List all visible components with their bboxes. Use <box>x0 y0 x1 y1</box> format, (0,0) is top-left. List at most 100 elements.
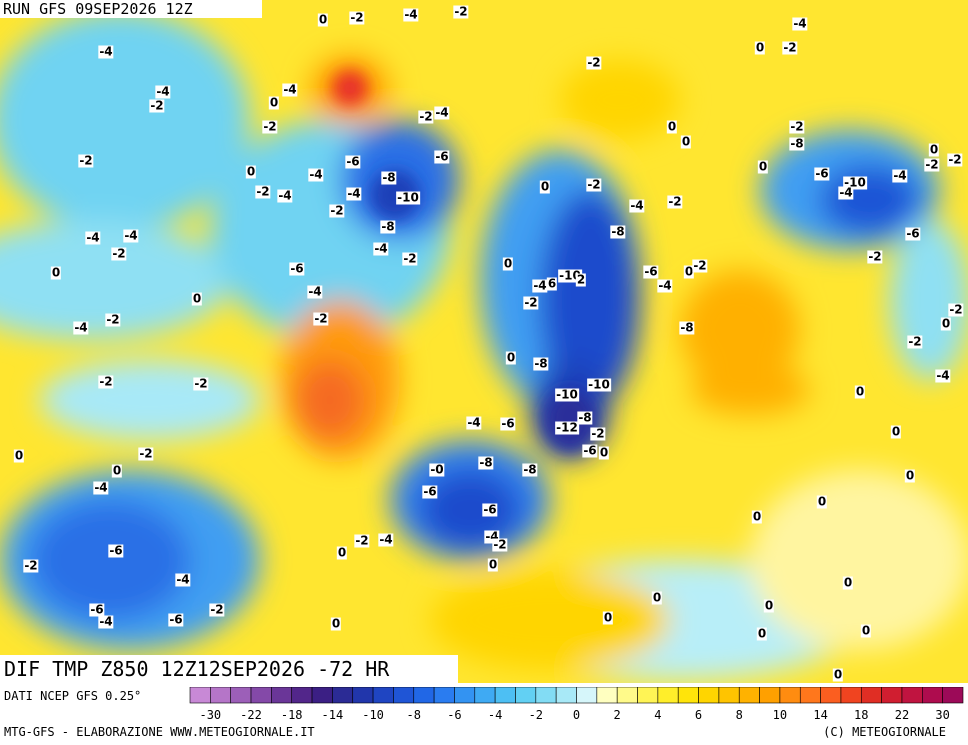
colorbar-boxes <box>189 687 964 704</box>
contour-label: -10 <box>587 377 611 392</box>
colorbar: DATI NCEP GFS 0.25° MTG-GFS - ELABORAZIO… <box>0 683 968 745</box>
colorbar-swatch <box>616 687 638 704</box>
contour-label: 0 <box>763 598 775 613</box>
colorbar-tick-label: 30 <box>935 708 950 722</box>
colorbar-swatch <box>759 687 781 704</box>
run-label: RUN GFS 09SEP2026 12Z <box>0 0 262 18</box>
contour-label: -4 <box>378 532 394 547</box>
contour-label: -2 <box>418 109 434 124</box>
colorbar-swatch <box>494 687 516 704</box>
colorbar-swatch <box>657 687 679 704</box>
contour-label: -6 <box>582 443 598 458</box>
contour-label: -10 <box>555 387 579 402</box>
contour-label: -2 <box>98 374 114 389</box>
colorbar-tick-label: -4 <box>487 708 503 722</box>
colorbar-swatch <box>474 687 496 704</box>
contour-label: -4 <box>175 572 191 587</box>
colorbar-swatch <box>596 687 618 704</box>
contour-label: -2 <box>523 295 539 310</box>
colorbar-tick-label: -6 <box>447 708 462 722</box>
contour-label: -8 <box>478 455 494 470</box>
colorbar-swatch <box>454 687 476 704</box>
colorbar-swatch <box>922 687 943 704</box>
colorbar-swatch <box>779 687 801 704</box>
contour-label: 0 <box>111 463 123 478</box>
contour-label: -4 <box>403 7 419 22</box>
contour-label: 0 <box>317 12 329 27</box>
contour-label: -2 <box>948 302 964 317</box>
contour-label: -2 <box>586 55 602 70</box>
colorbar-swatch <box>637 687 659 704</box>
contour-label: 2 <box>575 272 587 287</box>
contour-label: -4 <box>85 230 101 245</box>
contour-label: -4 <box>792 16 808 31</box>
colorbar-swatch <box>698 687 720 704</box>
contour-label: -4 <box>155 84 171 99</box>
contour-label: -6 <box>434 149 450 164</box>
contour-label: -2 <box>149 98 165 113</box>
contour-label: -2 <box>138 446 154 461</box>
contour-label: -2 <box>209 602 225 617</box>
contour-label: -2 <box>262 119 278 134</box>
contour-label: -2 <box>692 258 708 273</box>
colorbar-tick-label: -30 <box>199 708 222 722</box>
colorbar-swatch <box>677 687 699 704</box>
contour-label: -2 <box>349 10 365 25</box>
colorbar-swatch <box>901 687 923 704</box>
contour-label: -4 <box>73 320 89 335</box>
colorbar-swatch <box>332 687 354 704</box>
colorbar-swatch <box>291 687 313 704</box>
colorbar-tick-label: 22 <box>894 708 910 722</box>
contour-label: -4 <box>434 105 450 120</box>
colorbar-swatch <box>718 687 740 704</box>
contour-label: -2 <box>23 558 39 573</box>
contour-label: -8 <box>380 219 396 234</box>
contour-label: -8 <box>577 410 593 425</box>
contour-label: -6 <box>345 154 361 169</box>
contour-label: -2 <box>586 177 602 192</box>
contour-label: 0 <box>816 494 828 509</box>
contour-label: 0 <box>50 265 62 280</box>
colorbar-tick-label: -22 <box>240 708 262 722</box>
contour-label: -4 <box>838 185 854 200</box>
contour-label: -6 <box>422 484 438 499</box>
contour-label: -4 <box>282 82 298 97</box>
contour-label: -2 <box>590 426 606 441</box>
contour-label: -2 <box>782 40 798 55</box>
contour-label: 0 <box>842 575 854 590</box>
contour-label: -8 <box>610 224 626 239</box>
contour-label: 0 <box>602 610 614 625</box>
contour-label: 0 <box>191 291 203 306</box>
contour-label: -2 <box>947 152 963 167</box>
contour-label: -2 <box>354 533 370 548</box>
contour-label: -8 <box>381 170 397 185</box>
contour-label: -2 <box>402 251 418 266</box>
contour-label: -6 <box>814 166 830 181</box>
colorbar-tick-label: 18 <box>854 708 869 722</box>
contour-label: -2 <box>924 157 940 172</box>
colorbar-swatch <box>515 687 537 704</box>
colorbar-swatch <box>576 687 598 704</box>
contour-label: -2 <box>867 249 883 264</box>
colorbar-swatch <box>881 687 903 704</box>
colorbar-swatch <box>840 687 862 704</box>
contour-label: -6 <box>168 612 184 627</box>
contour-label: -4 <box>308 167 324 182</box>
contour-label: -4 <box>123 228 139 243</box>
colorbar-swatch <box>372 687 394 704</box>
contour-label: 0 <box>539 179 551 194</box>
contour-label: 0 <box>651 590 663 605</box>
colorbar-tick-label: -18 <box>280 708 303 722</box>
contour-label: -4 <box>98 614 114 629</box>
colorbar-tick-label: 2 <box>613 708 621 722</box>
contour-label: 0 <box>245 164 257 179</box>
colorbar-swatch <box>535 687 557 704</box>
contour-label: -2 <box>313 311 329 326</box>
colorbar-tick-label: 14 <box>813 708 828 722</box>
contour-label: 6 <box>546 276 558 291</box>
contour-label: -12 <box>555 420 579 435</box>
contour-label: -8 <box>522 462 538 477</box>
colorbar-tick-label: -14 <box>321 708 344 722</box>
contour-label: -2 <box>193 376 209 391</box>
